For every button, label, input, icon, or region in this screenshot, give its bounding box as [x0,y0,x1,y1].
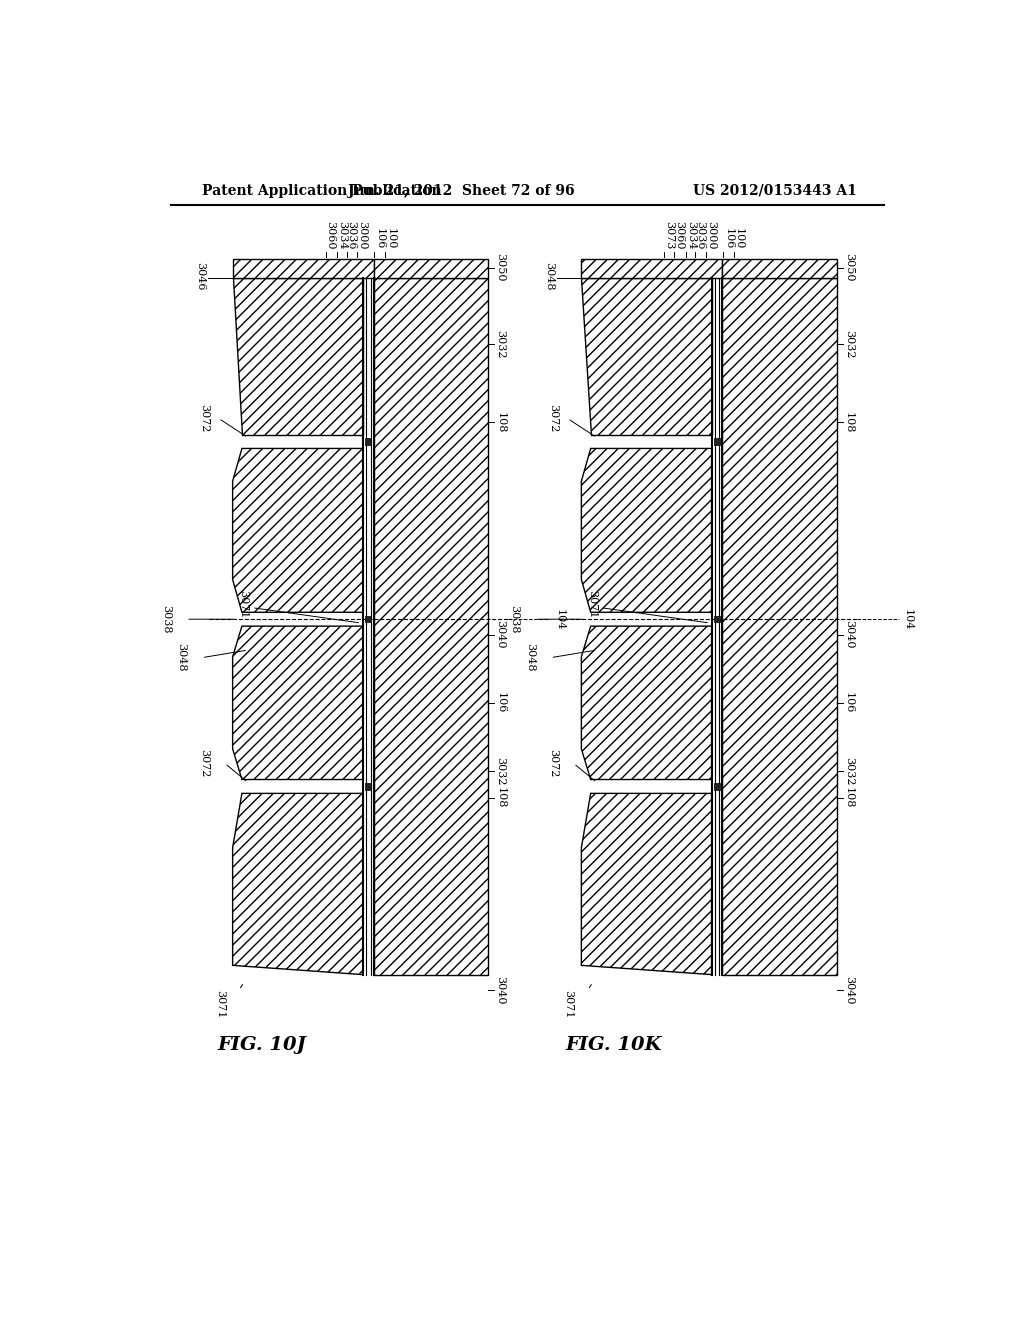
Text: 3073: 3073 [665,220,674,249]
Text: 3048: 3048 [544,263,554,290]
Polygon shape [582,277,712,434]
Text: 3046: 3046 [196,263,206,290]
Text: 3036: 3036 [346,220,356,249]
Text: 3036: 3036 [695,220,706,249]
Text: 108: 108 [496,787,506,809]
Text: US 2012/0153443 A1: US 2012/0153443 A1 [692,183,856,198]
Text: 3032: 3032 [844,330,854,359]
Text: 3040: 3040 [844,975,854,1005]
Text: 3072: 3072 [548,750,558,777]
Text: 3032: 3032 [844,756,854,785]
Text: 3060: 3060 [675,220,684,249]
Text: 3072: 3072 [200,750,209,777]
Bar [366,438,372,445]
Text: 3071: 3071 [587,590,597,618]
Text: 3071: 3071 [239,590,248,618]
Text: 3040: 3040 [496,620,506,649]
Text: 3060: 3060 [326,220,336,249]
Text: 3038: 3038 [161,605,171,634]
Text: 3072: 3072 [200,404,209,433]
Text: 3038: 3038 [509,605,519,634]
Bar [714,438,720,445]
Bar [374,277,488,974]
Text: 3071: 3071 [215,990,225,1018]
Polygon shape [232,277,362,434]
Text: 104: 104 [554,609,564,630]
Text: FIG. 10J: FIG. 10J [217,1036,306,1055]
Text: 3050: 3050 [844,253,854,282]
Text: 108: 108 [496,412,506,433]
Text: 100: 100 [385,228,395,249]
Text: 108: 108 [844,412,854,433]
Bar [722,259,838,277]
Polygon shape [582,793,712,974]
Polygon shape [582,626,712,780]
Polygon shape [232,626,362,780]
Polygon shape [232,793,362,974]
Text: 3034: 3034 [686,220,696,249]
Text: 106: 106 [496,692,506,714]
Text: 3032: 3032 [496,330,506,359]
Bar [714,783,720,789]
Text: 3048: 3048 [525,643,535,672]
Text: 3034: 3034 [337,220,347,249]
Polygon shape [582,449,712,612]
Text: 106: 106 [844,692,854,714]
Text: 3000: 3000 [357,220,368,249]
Text: 106: 106 [375,228,384,249]
Text: 3040: 3040 [496,975,506,1005]
Text: 3050: 3050 [496,253,506,282]
Text: 3048: 3048 [176,643,186,672]
Bar [374,259,488,277]
Text: 100: 100 [734,228,744,249]
Bar [582,259,722,277]
Bar [722,277,838,974]
Bar [714,616,720,622]
Text: 108: 108 [844,787,854,809]
Text: 3032: 3032 [496,756,506,785]
Bar [366,783,372,789]
Polygon shape [232,449,362,612]
Text: 104: 104 [903,609,913,630]
Text: 3000: 3000 [707,220,716,249]
Bar [232,259,374,277]
Text: 106: 106 [723,228,733,249]
Text: FIG. 10K: FIG. 10K [566,1036,663,1055]
Text: 3071: 3071 [563,990,573,1018]
Text: Jun. 21, 2012  Sheet 72 of 96: Jun. 21, 2012 Sheet 72 of 96 [348,183,574,198]
Text: Patent Application Publication: Patent Application Publication [202,183,441,198]
Bar [366,616,372,622]
Text: 3072: 3072 [548,404,558,433]
Text: 3040: 3040 [844,620,854,649]
